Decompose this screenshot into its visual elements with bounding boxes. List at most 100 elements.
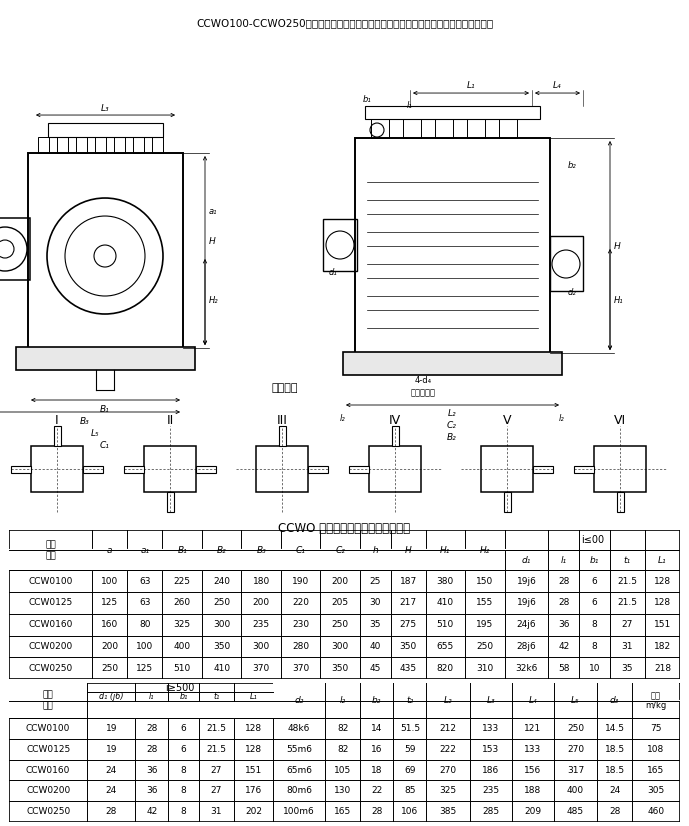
Bar	[435, 119, 453, 138]
Text: 8: 8	[592, 642, 597, 651]
Bar	[343, 352, 562, 375]
Text: b₂: b₂	[568, 161, 577, 170]
Text: 8: 8	[181, 807, 187, 816]
Text: 75: 75	[650, 724, 662, 733]
Text: 350: 350	[400, 642, 417, 651]
Text: B₃: B₃	[256, 546, 266, 555]
Text: B₂: B₂	[447, 433, 457, 442]
Text: 65m6: 65m6	[286, 766, 312, 775]
Text: 155: 155	[476, 599, 493, 607]
Text: L₄: L₄	[553, 81, 562, 90]
Text: 25: 25	[369, 577, 381, 586]
Text: 820: 820	[437, 663, 454, 672]
Text: 18.5: 18.5	[605, 745, 625, 754]
Text: V: V	[503, 415, 511, 427]
Text: 151: 151	[245, 766, 262, 775]
Text: 305: 305	[648, 786, 665, 795]
Text: IV: IV	[389, 415, 401, 427]
Text: 235: 235	[253, 620, 269, 629]
Text: B₂: B₂	[217, 546, 227, 555]
Text: 85: 85	[404, 786, 415, 795]
Text: 22: 22	[371, 786, 382, 795]
Text: 182: 182	[654, 642, 671, 651]
Text: CCW0125: CCW0125	[26, 745, 70, 754]
Bar	[365, 106, 540, 119]
Text: l₂: l₂	[340, 414, 346, 423]
Text: 230: 230	[292, 620, 309, 629]
Text: 28j6: 28j6	[517, 642, 537, 651]
Text: 14.5: 14.5	[605, 724, 625, 733]
Text: 435: 435	[400, 663, 417, 672]
Bar	[83, 466, 103, 472]
Text: 410: 410	[213, 663, 230, 672]
Bar	[48, 123, 163, 137]
Text: 28: 28	[609, 807, 620, 816]
Text: 18.5: 18.5	[605, 766, 625, 775]
Text: 55m6: 55m6	[286, 745, 312, 754]
Text: L₃: L₃	[101, 104, 110, 113]
Text: 45: 45	[369, 663, 381, 672]
Text: 128: 128	[654, 577, 671, 586]
Bar	[273, 683, 679, 718]
Text: CCW0160: CCW0160	[28, 620, 73, 629]
Text: C₂: C₂	[447, 421, 457, 430]
Text: 317: 317	[567, 766, 584, 775]
Text: B₁: B₁	[177, 546, 187, 555]
Text: d₁ (j6): d₁ (j6)	[99, 692, 123, 701]
Bar	[369, 446, 421, 492]
Text: 300: 300	[213, 620, 230, 629]
Text: 51.5: 51.5	[400, 724, 420, 733]
Text: 200: 200	[331, 577, 349, 586]
Text: 240: 240	[213, 577, 230, 586]
Text: 30: 30	[369, 599, 381, 607]
Text: 尺寸: 尺寸	[43, 701, 54, 710]
Text: 40: 40	[369, 642, 381, 651]
Text: a₁: a₁	[141, 546, 150, 555]
Text: 128: 128	[245, 745, 262, 754]
Text: II: II	[166, 415, 174, 427]
Text: 151: 151	[654, 620, 671, 629]
Text: 250: 250	[331, 620, 349, 629]
Text: 28: 28	[558, 599, 570, 607]
Text: b₁: b₁	[362, 95, 371, 104]
Bar	[38, 137, 49, 153]
Text: 275: 275	[400, 620, 417, 629]
Bar	[533, 466, 553, 472]
Text: CCW0160: CCW0160	[26, 766, 70, 775]
Bar	[371, 119, 389, 138]
Text: 63: 63	[139, 599, 151, 607]
Text: 280: 280	[292, 642, 309, 651]
Text: 35: 35	[621, 663, 633, 672]
Text: 130: 130	[334, 786, 351, 795]
Text: 186: 186	[482, 766, 500, 775]
Text: t₁: t₁	[624, 556, 631, 565]
Text: i≤00: i≤00	[581, 535, 604, 545]
Text: l₁: l₁	[561, 556, 567, 565]
Text: 14: 14	[371, 724, 382, 733]
Text: 质量: 质量	[651, 691, 661, 700]
Text: 19j6: 19j6	[517, 577, 537, 586]
Bar	[323, 219, 357, 271]
Text: L₄: L₄	[528, 696, 537, 705]
Text: L₅: L₅	[91, 429, 99, 438]
Text: 4-d₄: 4-d₄	[415, 376, 431, 385]
Text: 150: 150	[476, 577, 493, 586]
Text: 100: 100	[101, 577, 119, 586]
Text: 212: 212	[440, 724, 457, 733]
Bar	[167, 492, 174, 512]
Bar	[31, 446, 83, 492]
Text: H: H	[404, 546, 411, 555]
Text: 380: 380	[437, 577, 454, 586]
Text: H₁: H₁	[440, 546, 451, 555]
Text: 6: 6	[592, 577, 597, 586]
Text: 59: 59	[404, 745, 415, 754]
Bar	[9, 550, 504, 571]
Text: 31: 31	[211, 807, 222, 816]
Text: 24: 24	[609, 786, 620, 795]
Text: 235: 235	[482, 786, 500, 795]
Text: 270: 270	[440, 766, 457, 775]
Text: 125: 125	[136, 663, 154, 672]
Text: 24: 24	[105, 786, 117, 795]
Text: 410: 410	[437, 599, 454, 607]
Text: 285: 285	[482, 807, 500, 816]
